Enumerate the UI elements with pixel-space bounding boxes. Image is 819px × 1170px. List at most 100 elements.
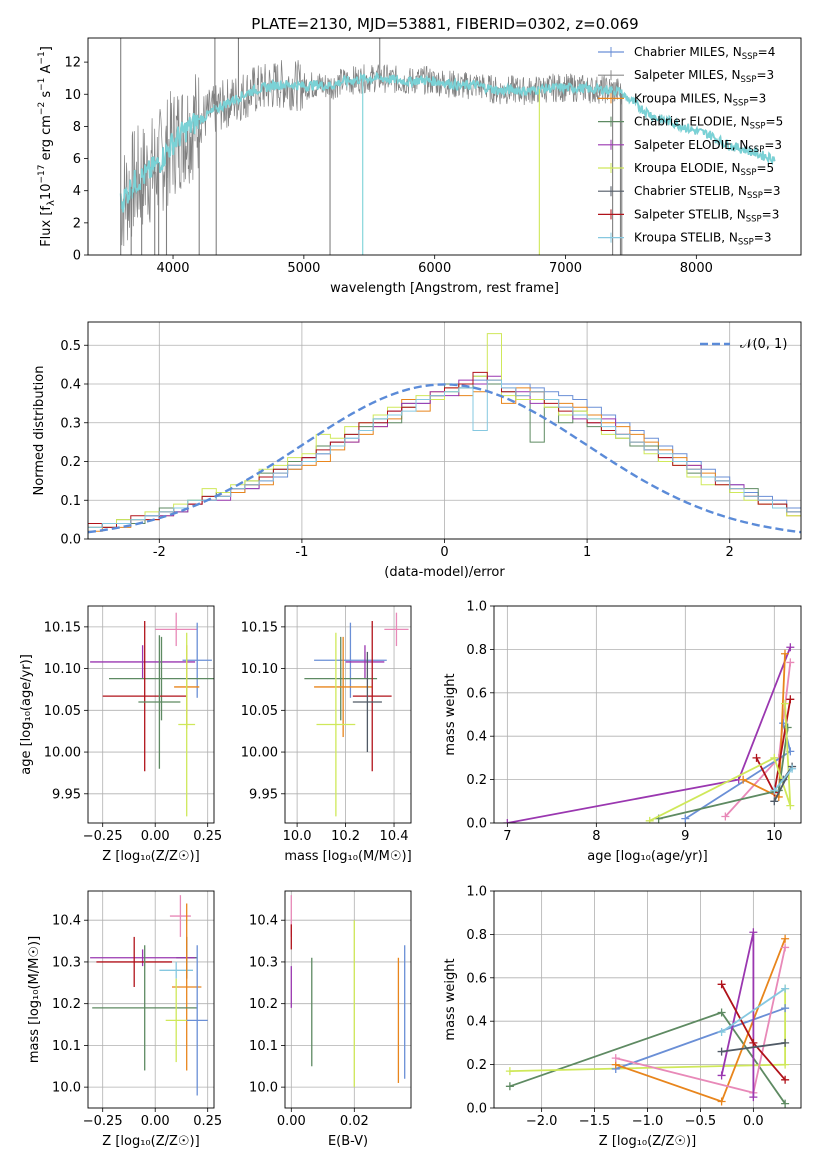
x-tick-label: 10.2	[331, 829, 360, 844]
weight-marker	[781, 1060, 790, 1069]
x-tick-label: -2	[153, 545, 166, 560]
age-vs-Z-ylabel: age [log₁₀(age/yr)]	[19, 654, 34, 775]
massweight-vs-age-xlabel: age [log₁₀(age/yr)]	[587, 849, 708, 864]
mass-vs-EBV-frame	[284, 890, 412, 1109]
x-tick-label: −2.0	[526, 1114, 558, 1129]
weight-marker	[781, 1075, 790, 1084]
ylabel-part: Flux [f	[39, 206, 54, 247]
weight-marker	[717, 1047, 726, 1056]
legend-label-main: Salpeter MILES, N	[634, 68, 741, 82]
y-tick-label: 10.05	[44, 704, 81, 719]
ylabel-part: −1	[37, 51, 47, 64]
y-tick-label: 0.6	[466, 971, 487, 986]
y-tick-label: 10.00	[44, 746, 81, 761]
weight-marker	[786, 801, 795, 810]
weight-marker	[749, 928, 758, 937]
legend-label: Chabrier ELODIE, NSSP=5	[634, 115, 783, 132]
y-tick-label: 0.2	[466, 773, 487, 788]
weight-marker	[721, 812, 730, 821]
legend-label-sub: SSP	[741, 75, 757, 85]
legend-label-sub: SSP	[746, 214, 762, 224]
age-vs-mass-axes: 10.0 10.2 10.4 9.95 10.00 10.05 10.10 10.15 mass…	[241, 605, 412, 864]
y-tick-label: 10.15	[44, 620, 81, 635]
ylabel-part: −2	[37, 102, 47, 115]
observed-spectrum-line	[120, 60, 622, 247]
weight-marker	[781, 934, 790, 943]
mass-vs-Z-ylabel: mass [log₁₀(M/M☉)]	[27, 936, 42, 1063]
y-tick-label: 0.2	[60, 455, 81, 470]
y-tick-label: 0.4	[466, 730, 487, 745]
residuals-axes: -2 -1 0 1 2 0.0 0.1 0.2 0.3 0.4 0.5 (data-model)/er…	[32, 321, 802, 580]
legend-label-post: =5	[766, 115, 784, 129]
y-tick-label: 12	[64, 56, 81, 71]
y-tick-label: 9.95	[52, 787, 81, 802]
legend-label: Chabrier MILES, NSSP=4	[634, 45, 775, 62]
residuals-frame	[87, 321, 802, 540]
legend-label-main: Salpeter STELIB, N	[634, 207, 746, 221]
x-tick-label: 10	[766, 829, 783, 844]
weight-marker	[739, 775, 748, 784]
figure-title: PLATE=2130, MJD=53881, FIBERID=0302, z=0…	[251, 15, 638, 33]
age-vs-mass-xlabel: mass [log₁₀(M/M☉)]	[284, 849, 411, 864]
y-tick-label: 0.0	[60, 533, 81, 548]
model-line-cyan	[119, 71, 776, 213]
weight-line	[658, 727, 789, 820]
y-tick-label: 10.1	[52, 1039, 81, 1054]
normal-curve	[88, 383, 801, 534]
legend-label-main: Kroupa STELIB, N	[634, 231, 738, 245]
y-tick-label: 10.00	[241, 746, 278, 761]
y-tick-label: 10.1	[249, 1039, 278, 1054]
legend-label-post: =3	[764, 138, 782, 152]
x-tick-label: −0.25	[83, 829, 123, 844]
legend-label-post: =3	[756, 68, 774, 82]
y-tick-label: 10	[64, 88, 81, 103]
y-tick-label: 10.15	[241, 620, 278, 635]
legend-label-post: =3	[754, 231, 772, 245]
massweight-vs-age-frame	[493, 605, 802, 824]
weight-marker	[717, 980, 726, 989]
legend-label-main: Salpeter ELODIE, N	[634, 138, 748, 152]
massweight-vs-age-plot	[503, 643, 797, 823]
y-tick-label: 9.95	[249, 787, 278, 802]
weight-marker	[788, 764, 797, 773]
legend-label: Salpeter STELIB, NSSP=3	[634, 207, 779, 224]
massweight-vs-Z-axes: −2.0 −1.5 −1.0 −0.5 0.0 0.0 0.2 0.4 0.6 0.8 1.0 Z […	[443, 885, 802, 1149]
y-tick-label: 10.3	[249, 955, 278, 970]
weight-line	[649, 703, 792, 822]
y-tick-label: 6	[73, 152, 81, 167]
weight-line	[773, 768, 793, 792]
x-tick-label: −0.25	[83, 1114, 123, 1129]
weight-marker	[781, 1099, 790, 1108]
age-vs-Z-xlabel: Z [log₁₀(Z/Z☉)]	[102, 849, 199, 864]
mass-vs-Z-frame	[87, 890, 215, 1109]
x-tick-label: 5000	[287, 261, 320, 276]
x-tick-label: 1	[583, 545, 591, 560]
y-tick-label: 0.5	[60, 339, 81, 354]
y-tick-label: 4	[73, 184, 81, 199]
weight-marker	[752, 753, 761, 762]
weight-marker	[611, 1054, 620, 1063]
weight-marker	[770, 753, 779, 762]
x-tick-label: -1	[295, 545, 308, 560]
mass-vs-Z-xlabel: Z [log₁₀(Z/Z☉)]	[102, 1134, 199, 1149]
legend-label-main: Kroupa ELODIE, N	[634, 161, 741, 175]
x-tick-label: −1.0	[632, 1114, 664, 1129]
weight-marker	[681, 814, 690, 823]
weight-marker	[780, 699, 789, 708]
ylabel-part: λ	[46, 200, 57, 206]
age-vs-Z-plot	[90, 612, 214, 817]
x-tick-label: 8000	[680, 261, 713, 276]
weight-marker	[503, 819, 512, 823]
weight-marker	[780, 649, 789, 658]
legend-label-sub: SSP	[733, 98, 749, 108]
residuals-xlabel: (data-model)/error	[384, 565, 505, 580]
legend-label-sub: SSP	[741, 168, 757, 178]
weight-marker	[749, 1093, 758, 1102]
weight-marker	[645, 816, 654, 823]
weight-marker	[770, 797, 779, 806]
ylabel-part: 10	[39, 184, 54, 201]
ylabel-part: s	[39, 91, 54, 102]
age-vs-mass-plot	[304, 612, 409, 817]
weight-marker	[505, 1082, 514, 1091]
massweight-vs-Z-frame	[493, 890, 802, 1109]
